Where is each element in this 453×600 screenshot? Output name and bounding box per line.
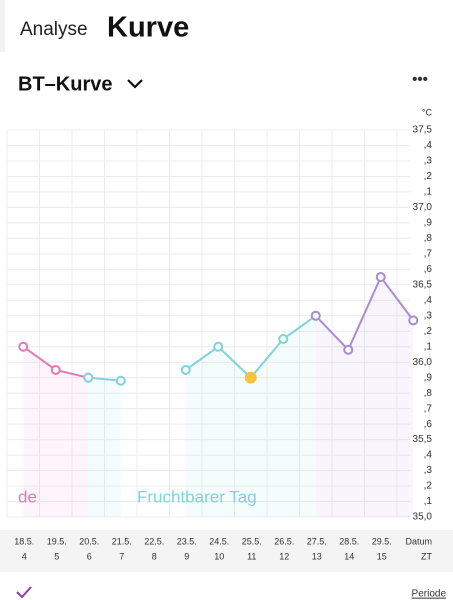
y-tick-label: ,8: [424, 233, 433, 244]
point: [18, 341, 29, 352]
point: [310, 310, 321, 321]
unit: °C: [422, 107, 433, 117]
y-tick-label: ,4: [424, 295, 433, 306]
point: [408, 315, 419, 326]
y-tick-label: 37,0: [413, 202, 433, 213]
footer-link[interactable]: Periode: [412, 589, 447, 600]
cycle-day: 7: [119, 551, 124, 561]
y-tick-label: 36,0: [413, 357, 433, 368]
cycle-day: 6: [87, 551, 92, 561]
point: [278, 333, 289, 344]
y-tick-label: ,9: [424, 372, 433, 383]
plot: [6, 129, 430, 518]
y-tick-label: ,3: [424, 156, 433, 167]
y-tick-label: ,9: [424, 218, 433, 229]
x-tick-label: 22.5.: [144, 536, 164, 546]
point: [213, 341, 224, 352]
x-tick-label: 21.5.: [112, 536, 132, 546]
point: [50, 364, 61, 375]
y-tick-label: 36,5: [413, 279, 433, 290]
y-tick-label: ,1: [424, 496, 433, 507]
cycle-day: 12: [279, 551, 289, 561]
x-tick-label: 23.5.: [177, 536, 197, 546]
highlight-point: [244, 371, 257, 384]
y-tick-label: ,1: [424, 187, 433, 198]
x-tick-label: 29.5.: [372, 536, 392, 546]
x-tick-label: 18.5.: [14, 536, 34, 546]
y-tick-label: ,7: [424, 248, 433, 259]
chevron[interactable]: [127, 79, 143, 89]
point: [83, 372, 94, 383]
y-tick-label: ,4: [424, 140, 433, 151]
cycle-label: ZT: [421, 551, 432, 561]
y-tick-label: ,2: [424, 326, 433, 337]
x-tick-label: 26.5.: [274, 536, 294, 546]
date-band: [0, 530, 453, 572]
cycle-day: 8: [152, 551, 157, 561]
series-area: [185, 315, 316, 517]
chart-title[interactable]: BT–Kurve: [18, 73, 112, 95]
y-tick-label: 35,0: [413, 512, 433, 523]
x-tick-label: 27.5.: [307, 536, 327, 546]
point: [180, 364, 191, 375]
series-area: [88, 377, 121, 517]
point: [375, 272, 386, 283]
tab-label[interactable]: Analyse: [20, 19, 88, 40]
y-tick-label: 35,5: [413, 434, 433, 445]
y-tick-label: ,8: [424, 388, 433, 399]
cycle-day: 14: [344, 551, 354, 561]
point: [343, 344, 354, 355]
cycle-day: 11: [247, 551, 256, 561]
cycle-day: 5: [54, 551, 59, 561]
y-tick-label: ,4: [424, 450, 433, 461]
y-tick-label: ,2: [424, 481, 433, 492]
y-tick-label: 37,5: [413, 125, 433, 136]
y-tick-label: ,3: [424, 465, 433, 476]
y-tick-label: ,6: [424, 264, 433, 275]
cycle-day: 4: [22, 551, 27, 561]
x-tick-label: 24.5.: [209, 536, 229, 546]
cycle-day: 10: [214, 551, 224, 561]
x-axis-label: Datum: [405, 536, 432, 546]
x-tick-label: 20.5.: [79, 536, 99, 546]
y-tick-label: ,6: [424, 419, 433, 430]
y-tick-label: ,3: [424, 310, 433, 321]
annotation: Fruchtbarer Tag: [137, 487, 257, 506]
y-tick-label: ,7: [424, 403, 433, 414]
series-area: [315, 277, 414, 517]
page-title: Kurve: [107, 12, 189, 44]
x-tick-label: 28.5.: [339, 536, 359, 546]
y-tick-label: ,1: [424, 341, 433, 352]
x-tick-label: 25.5.: [242, 536, 262, 546]
menu[interactable]: •••: [412, 71, 428, 88]
annotation: de: [18, 487, 37, 506]
series-line: [315, 275, 415, 352]
edge: [0, 0, 5, 52]
point: [115, 375, 126, 386]
y-tick-label: ,2: [424, 171, 433, 182]
cycle-day: 15: [377, 551, 387, 561]
cycle-day: 9: [184, 551, 189, 561]
x-tick-label: 19.5.: [47, 536, 67, 546]
series-area: [23, 346, 89, 517]
check-icon: [16, 586, 32, 599]
cycle-day: 13: [312, 551, 322, 561]
